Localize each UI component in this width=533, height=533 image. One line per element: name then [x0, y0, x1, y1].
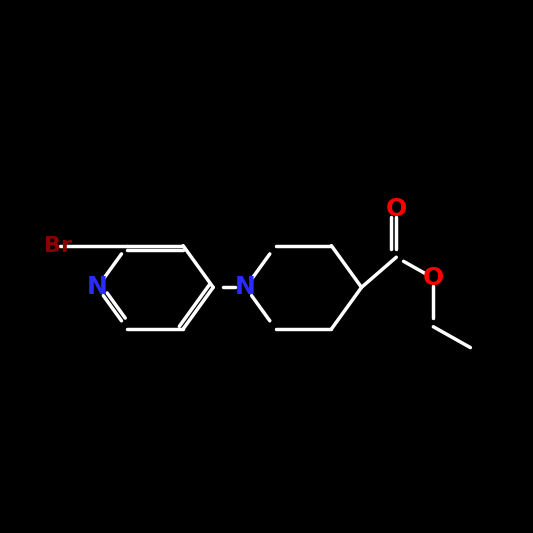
Text: Br: Br: [44, 236, 72, 256]
Text: O: O: [386, 197, 407, 221]
Text: O: O: [423, 266, 444, 290]
Text: N: N: [235, 276, 256, 300]
Text: N: N: [87, 276, 108, 300]
